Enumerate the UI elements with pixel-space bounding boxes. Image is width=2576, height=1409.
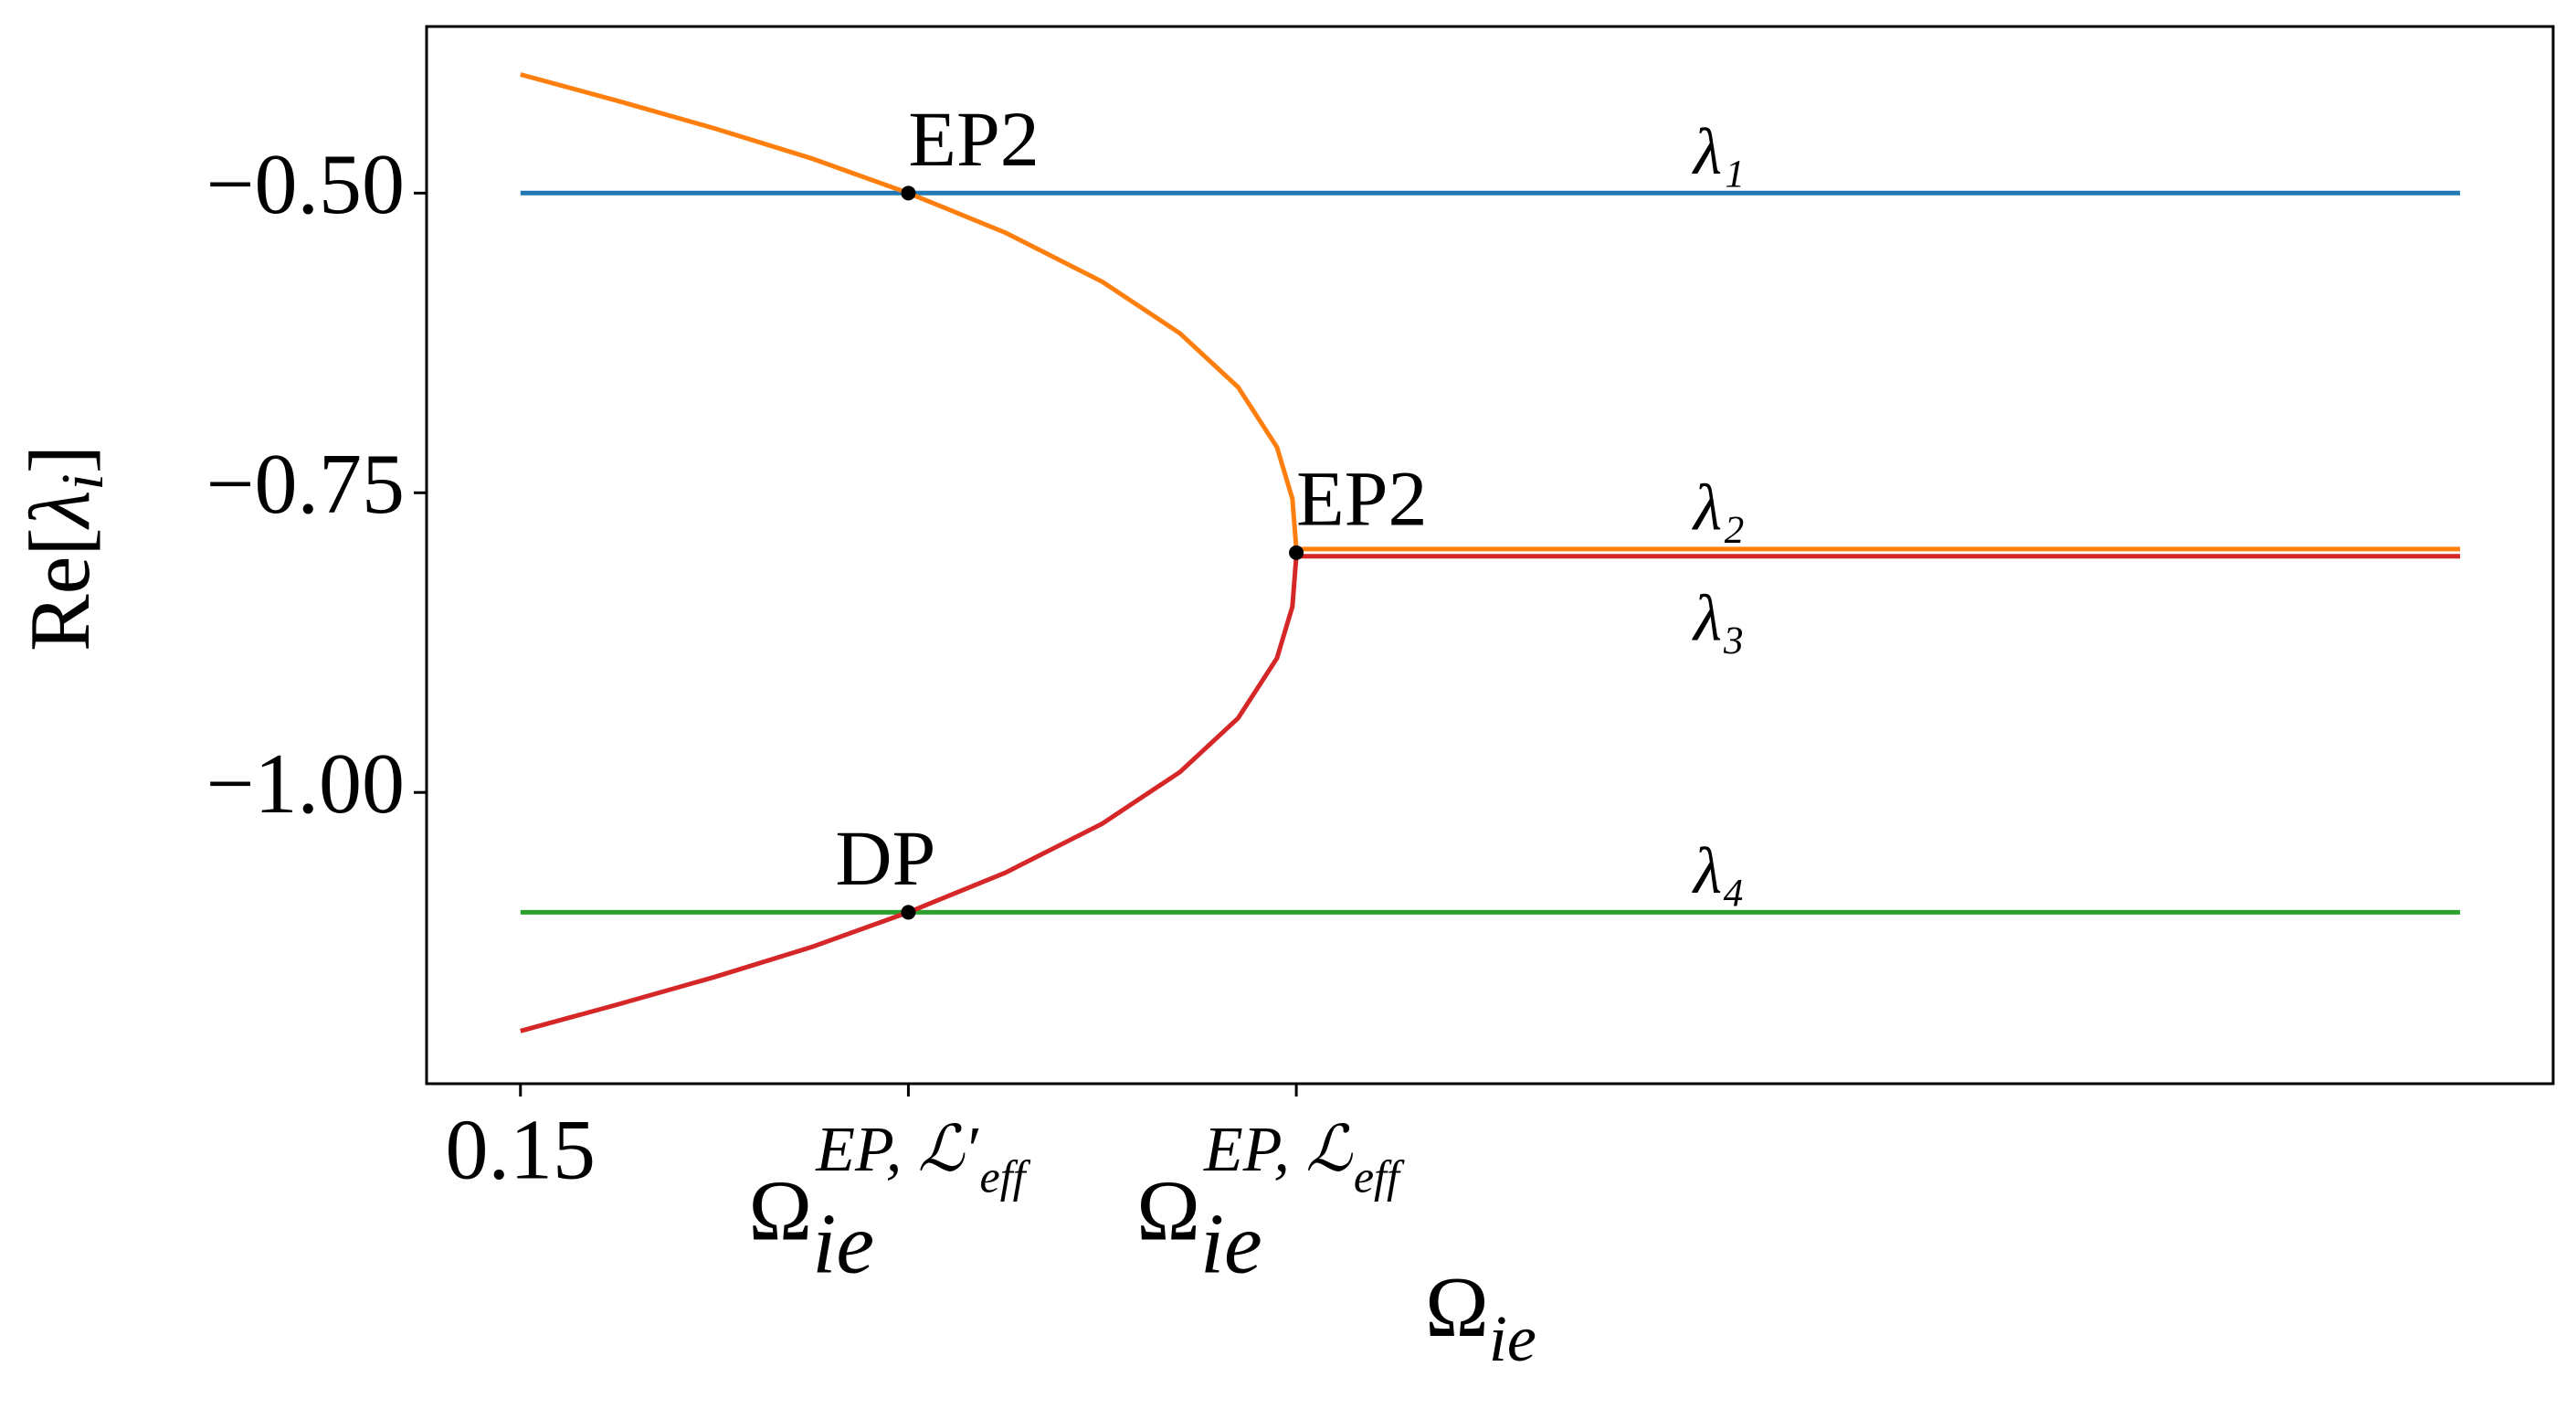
y-tick-label: −0.50 [206, 137, 405, 232]
series-line [520, 554, 2461, 1033]
x-axis-label-base: Ω [1425, 1260, 1489, 1355]
point-label: EP2 [1296, 455, 1427, 543]
point [901, 185, 916, 201]
point-label: DP [835, 814, 935, 902]
point [1289, 545, 1304, 560]
x-tick-label-sup: EP, ℒ [1203, 1115, 1353, 1185]
y-axis-label-sub: i [49, 473, 116, 490]
series-label: λ₂ [1692, 471, 1745, 544]
x-tick-label-sub: ie [812, 1197, 874, 1292]
x-tick-label-sup-sub: eff [1354, 1150, 1405, 1202]
x-tick-label-sup-sub: eff [980, 1150, 1031, 1202]
point [901, 905, 916, 920]
y-tick-label: −0.75 [206, 437, 405, 532]
x-tick-label-sup: EP, ℒ′ [815, 1115, 979, 1185]
x-axis-label-sub: ie [1489, 1302, 1536, 1375]
x-tick-label-base: Ω [748, 1164, 812, 1259]
x-axis-label: Ωie [1425, 1260, 1536, 1375]
y-axis-label-pre: Re[ [13, 527, 108, 652]
point-label: EP2 [908, 95, 1039, 183]
y-tick-label: −1.00 [206, 736, 405, 832]
x-tick-label-base: Ω [1136, 1164, 1200, 1259]
y-axis-label-post: ] [13, 445, 108, 473]
y-axis-label-base: λ [13, 491, 108, 531]
series-label: λ₄ [1692, 834, 1745, 907]
series-label: λ₁ [1692, 115, 1745, 188]
x-tick-label: 0.15 [446, 1103, 596, 1198]
x-tick-label-sub: ie [1200, 1197, 1262, 1292]
y-axis-label: Re[λi] [13, 445, 117, 652]
series-label: λ₃ [1692, 581, 1745, 654]
series-line [520, 72, 2461, 552]
plot-frame [425, 25, 2555, 1086]
